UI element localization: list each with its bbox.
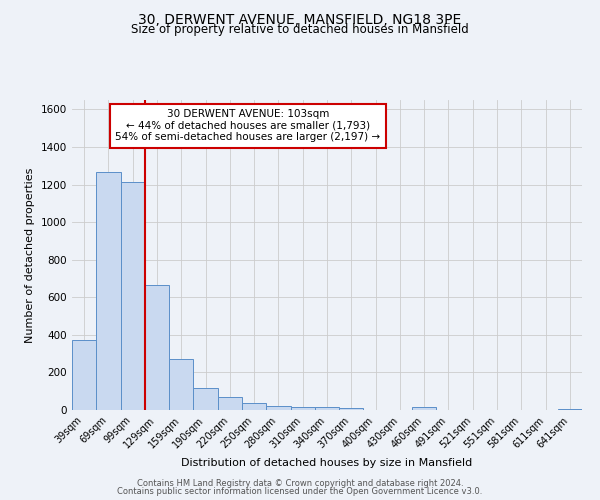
Bar — [315, 407, 339, 410]
Bar — [266, 406, 290, 410]
Bar — [96, 172, 121, 410]
Bar — [339, 408, 364, 410]
Y-axis label: Number of detached properties: Number of detached properties — [25, 168, 35, 342]
Bar — [121, 182, 145, 410]
Bar — [412, 407, 436, 410]
Bar — [558, 409, 582, 410]
Bar — [72, 340, 96, 410]
Bar — [242, 404, 266, 410]
X-axis label: Distribution of detached houses by size in Mansfield: Distribution of detached houses by size … — [181, 458, 473, 468]
Text: 30, DERWENT AVENUE, MANSFIELD, NG18 3PE: 30, DERWENT AVENUE, MANSFIELD, NG18 3PE — [139, 12, 461, 26]
Text: Size of property relative to detached houses in Mansfield: Size of property relative to detached ho… — [131, 22, 469, 36]
Bar — [218, 397, 242, 410]
Bar — [169, 360, 193, 410]
Text: Contains public sector information licensed under the Open Government Licence v3: Contains public sector information licen… — [118, 487, 482, 496]
Bar — [145, 285, 169, 410]
Text: Contains HM Land Registry data © Crown copyright and database right 2024.: Contains HM Land Registry data © Crown c… — [137, 478, 463, 488]
Bar — [193, 388, 218, 410]
Bar — [290, 407, 315, 410]
Text: 30 DERWENT AVENUE: 103sqm
← 44% of detached houses are smaller (1,793)
54% of se: 30 DERWENT AVENUE: 103sqm ← 44% of detac… — [115, 110, 380, 142]
